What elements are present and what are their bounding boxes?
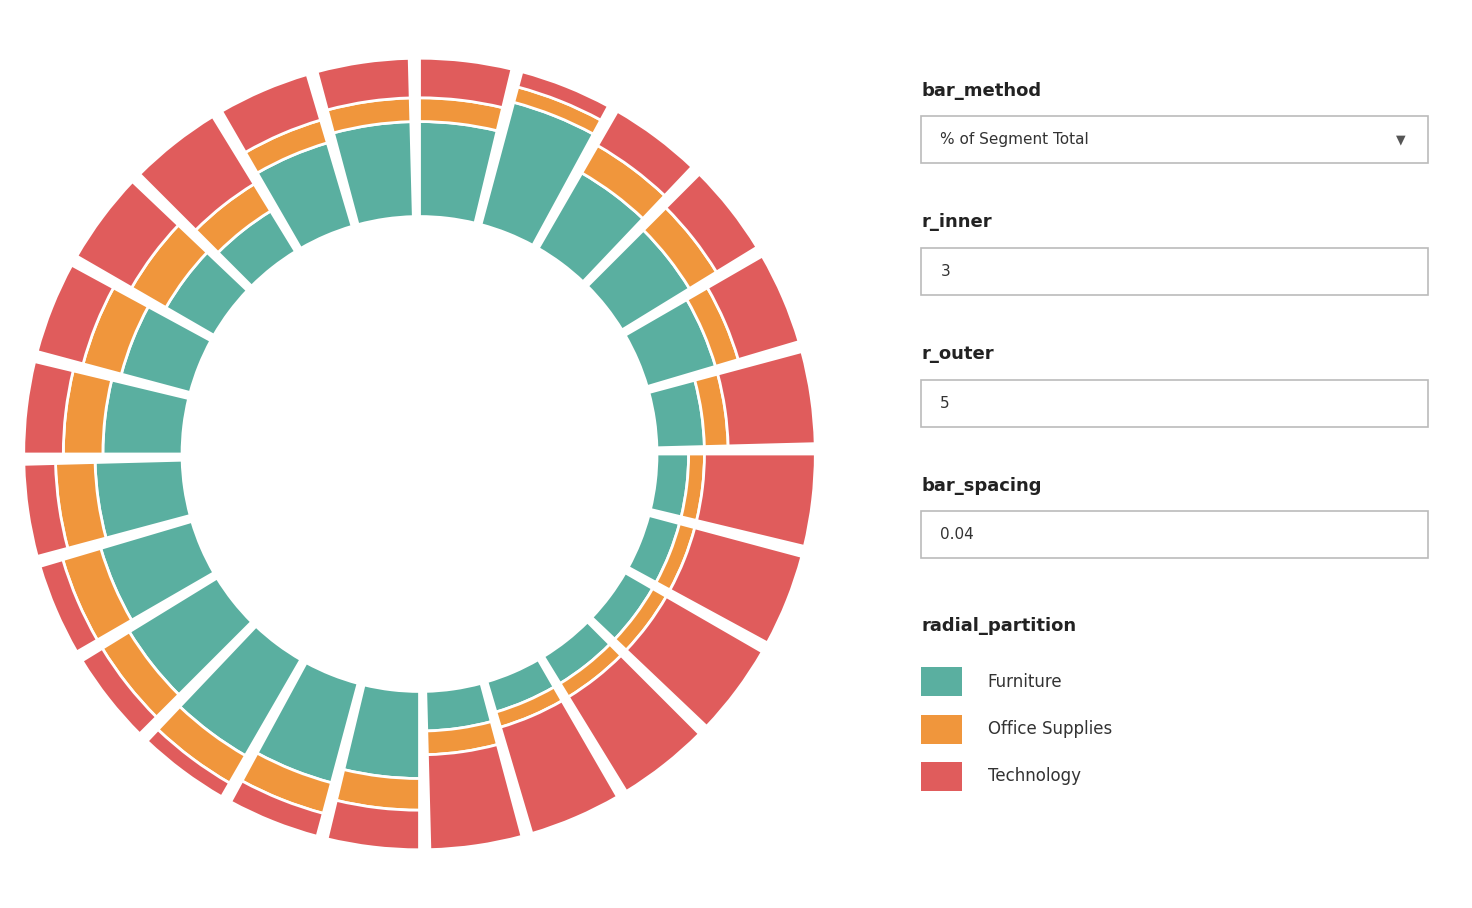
Wedge shape (241, 753, 331, 814)
Bar (921, 715, 963, 744)
Bar (921, 248, 1428, 295)
Text: Furniture: Furniture (988, 673, 1063, 691)
Wedge shape (425, 684, 492, 731)
Wedge shape (587, 230, 689, 330)
Wedge shape (708, 256, 799, 360)
Wedge shape (626, 597, 762, 726)
Wedge shape (196, 184, 271, 252)
Text: 5: 5 (941, 396, 949, 410)
Wedge shape (24, 463, 68, 557)
Text: bar_method: bar_method (921, 82, 1042, 100)
Text: Technology: Technology (988, 767, 1080, 785)
Wedge shape (147, 730, 230, 796)
Wedge shape (327, 800, 420, 850)
Text: % of Segment Total: % of Segment Total (941, 133, 1089, 147)
Wedge shape (56, 462, 106, 548)
Wedge shape (561, 645, 621, 697)
Wedge shape (514, 87, 601, 134)
Bar (921, 762, 963, 791)
Wedge shape (670, 528, 802, 643)
Wedge shape (427, 722, 498, 755)
Wedge shape (100, 521, 213, 620)
Wedge shape (180, 627, 300, 755)
Wedge shape (420, 98, 502, 131)
Wedge shape (103, 632, 178, 717)
Wedge shape (682, 454, 705, 520)
Wedge shape (222, 74, 321, 153)
Wedge shape (665, 174, 757, 272)
Wedge shape (82, 648, 156, 734)
Wedge shape (63, 548, 131, 640)
Wedge shape (140, 116, 255, 230)
Wedge shape (82, 288, 149, 374)
Wedge shape (246, 120, 327, 173)
Text: Office Supplies: Office Supplies (988, 720, 1111, 738)
Wedge shape (696, 454, 815, 547)
Bar (921, 116, 1428, 163)
Wedge shape (337, 770, 420, 810)
Wedge shape (258, 663, 358, 783)
Wedge shape (615, 588, 667, 650)
Wedge shape (24, 361, 74, 454)
Text: r_inner: r_inner (921, 213, 992, 232)
Wedge shape (131, 225, 208, 308)
Wedge shape (687, 288, 739, 366)
Wedge shape (37, 265, 113, 364)
Wedge shape (539, 173, 643, 281)
Text: 3: 3 (941, 264, 949, 279)
Wedge shape (481, 103, 593, 245)
Wedge shape (598, 112, 692, 195)
Wedge shape (130, 578, 252, 695)
Wedge shape (427, 745, 523, 850)
Text: ▼: ▼ (1395, 133, 1406, 146)
Wedge shape (166, 252, 247, 335)
Wedge shape (592, 573, 652, 639)
Wedge shape (121, 307, 210, 392)
Wedge shape (334, 122, 414, 224)
Wedge shape (258, 143, 352, 249)
Wedge shape (40, 559, 97, 652)
Wedge shape (649, 380, 705, 448)
Wedge shape (543, 622, 609, 684)
Text: radial_partition: radial_partition (921, 617, 1076, 636)
Wedge shape (500, 701, 617, 834)
Wedge shape (63, 370, 112, 454)
Wedge shape (518, 72, 608, 120)
Wedge shape (487, 659, 553, 712)
Wedge shape (327, 98, 411, 133)
Wedge shape (496, 687, 562, 727)
Wedge shape (420, 122, 498, 223)
Wedge shape (568, 656, 699, 792)
Text: 0.04: 0.04 (941, 528, 974, 542)
Wedge shape (344, 685, 420, 778)
Wedge shape (629, 516, 680, 582)
Wedge shape (218, 211, 296, 286)
Wedge shape (420, 58, 512, 108)
Wedge shape (651, 454, 689, 517)
Bar (921, 511, 1428, 558)
Wedge shape (77, 182, 178, 288)
Wedge shape (695, 374, 729, 447)
Text: bar_spacing: bar_spacing (921, 477, 1042, 495)
Wedge shape (581, 145, 665, 219)
Wedge shape (103, 380, 188, 454)
Wedge shape (316, 58, 411, 110)
Wedge shape (231, 781, 324, 836)
Wedge shape (96, 460, 190, 538)
Wedge shape (718, 351, 815, 446)
Text: r_outer: r_outer (921, 345, 994, 363)
Bar (921, 667, 963, 696)
Wedge shape (626, 300, 715, 387)
Wedge shape (657, 524, 695, 590)
Wedge shape (643, 208, 717, 289)
Bar (921, 380, 1428, 427)
Wedge shape (158, 706, 246, 783)
